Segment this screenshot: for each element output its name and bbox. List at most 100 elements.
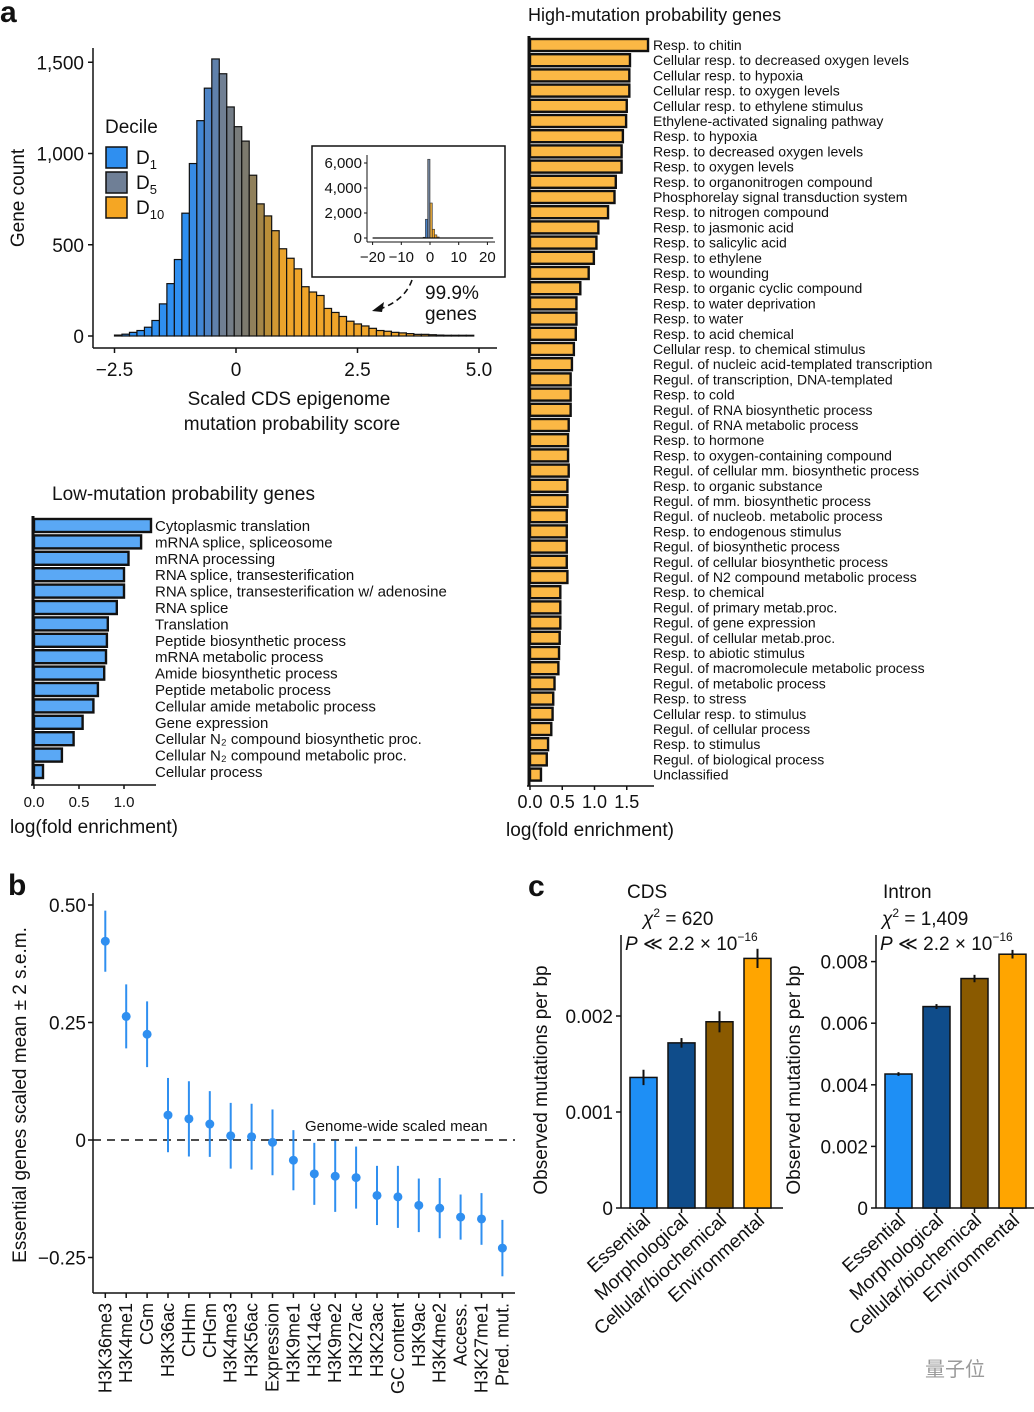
enrichment-bar	[528, 554, 568, 569]
term-label: Resp. to jasmonic acid	[653, 219, 794, 235]
enrichment-bar	[528, 600, 562, 615]
term-label: Cellular resp. to chemical stimulus	[653, 341, 865, 357]
mean-point	[456, 1212, 466, 1222]
reference-line-label: Genome-wide scaled mean	[305, 1118, 488, 1135]
enrichment-bar	[528, 463, 570, 478]
histogram-bar	[301, 286, 310, 337]
histogram-bar	[121, 333, 131, 337]
term-label: Cytoplasmic translation	[155, 518, 310, 535]
y-axis-title: Observed mutations per bp	[531, 965, 552, 1194]
term-label: Cellular N₂ compound biosynthetic proc.	[155, 731, 422, 748]
p-exponent: −16	[737, 930, 758, 944]
term-label: Cellular process	[155, 764, 263, 781]
legend-swatch	[105, 171, 128, 194]
enrichment-bar	[528, 752, 548, 767]
chi-superscript: 2	[653, 906, 660, 920]
term-label: Resp. to chitin	[653, 37, 742, 53]
histogram-bar	[278, 248, 288, 337]
legend-label-subscript: 5	[150, 182, 157, 197]
histogram-bar	[338, 315, 348, 337]
x-tick-label: CGm	[137, 1303, 157, 1345]
x-tick-label: 0.5	[550, 792, 575, 812]
histogram-bar	[128, 331, 138, 337]
x-tick-label: H3K9ac	[409, 1303, 429, 1367]
legend-swatch	[105, 146, 128, 169]
y-tick-label: 0.002	[565, 1007, 613, 1028]
term-label: Resp. to chemical	[653, 584, 764, 600]
x-tick-label: H3K27me1	[472, 1303, 492, 1393]
inset-x-tick-label: 10	[450, 249, 467, 266]
enrichment-bar	[528, 676, 556, 691]
enrichment-bar	[528, 83, 631, 98]
x-tick-label: H3K36me3	[95, 1303, 115, 1393]
y-tick-label: 0	[602, 1199, 613, 1220]
histogram-bar	[360, 325, 370, 337]
enrichment-bar	[528, 326, 577, 341]
mean-point	[477, 1214, 486, 1224]
chi-symbol: χ	[880, 909, 893, 930]
enrichment-bar	[528, 433, 570, 448]
mean-point	[351, 1173, 361, 1183]
enrichment-bar	[32, 583, 126, 599]
x-tick-label: 1.5	[614, 792, 639, 812]
x-tick-label: H3K14ac	[304, 1303, 324, 1377]
legend-label-subscript: 1	[150, 157, 157, 172]
x-tick-label: 1.0	[582, 792, 607, 812]
enrichment-bar	[32, 550, 130, 566]
x-axis-title: log(fold enrichment)	[10, 817, 178, 838]
x-tick-label: 0	[231, 360, 242, 381]
enrichment-bar	[32, 665, 106, 681]
inset-y-tick-label: 0	[354, 230, 362, 247]
mean-point	[247, 1132, 257, 1142]
x-tick-label: H3K4me3	[221, 1303, 241, 1383]
histogram-bar	[383, 330, 393, 337]
mean-point	[414, 1200, 424, 1210]
chart-title: High-mutation probability genes	[528, 5, 781, 25]
histogram-bar	[158, 303, 168, 337]
y-axis-title: Essential genes scaled mean ± 2 s.e.m.	[10, 927, 31, 1263]
term-label: Cellular amide metabolic process	[155, 698, 376, 715]
term-label: Regul. of cellular mm. biosynthetic proc…	[653, 463, 919, 479]
term-label: Gene expression	[155, 715, 268, 732]
x-tick-label: Expression	[263, 1303, 283, 1392]
y-tick-label: 0.004	[820, 1076, 868, 1097]
histogram-bar	[428, 334, 437, 337]
inset-histogram-bar	[425, 218, 429, 239]
term-label: Regul. of gene expression	[653, 615, 816, 631]
histogram-bar	[113, 334, 123, 337]
mean-point	[268, 1137, 277, 1147]
histogram-bar	[271, 230, 280, 337]
histogram-bar	[315, 294, 325, 337]
chi-value: = 1,409	[899, 909, 968, 930]
term-label: Amide biosynthetic process	[155, 666, 338, 683]
term-label: Regul. of mm. biosynthetic process	[653, 493, 871, 509]
histogram-bar	[143, 326, 153, 337]
enrichment-bar	[32, 649, 108, 665]
y-tick-label: 0.008	[820, 953, 868, 974]
term-label: RNA splice, transesterification w/ adeno…	[155, 584, 447, 601]
histogram-bar	[308, 291, 318, 337]
enrichment-bar	[32, 747, 64, 763]
enrichment-bar	[528, 341, 576, 357]
x-tick-label: CHGm	[200, 1303, 220, 1358]
histogram-bar	[375, 329, 385, 337]
term-label: Regul. of cellular biosynthetic process	[653, 554, 888, 570]
term-label: Regul. of cellular process	[653, 721, 810, 737]
enrichment-bar	[528, 53, 632, 68]
y-tick-label: 500	[52, 236, 84, 257]
enrichment-bar	[528, 113, 628, 129]
p-value: P ≪ 2.2 × 10−16	[880, 930, 1013, 955]
high-mutation-bar-chart: High-mutation probability genes Resp. to …	[506, 5, 932, 841]
inset-x-tick-label: −20	[360, 249, 385, 266]
y-tick-label: 0.006	[820, 1014, 868, 1035]
term-label: Resp. to abiotic stimulus	[653, 645, 805, 661]
enrichment-bar	[528, 37, 650, 53]
histogram-bar	[293, 268, 303, 337]
inset-x-tick-label: −10	[389, 249, 414, 266]
term-label: Resp. to wounding	[653, 265, 769, 281]
x-tick-label: H3K4me1	[116, 1303, 136, 1383]
term-label: Resp. to hormone	[653, 432, 764, 448]
enrichment-bar	[528, 509, 568, 524]
inset-x-tick-label: 0	[426, 249, 434, 266]
